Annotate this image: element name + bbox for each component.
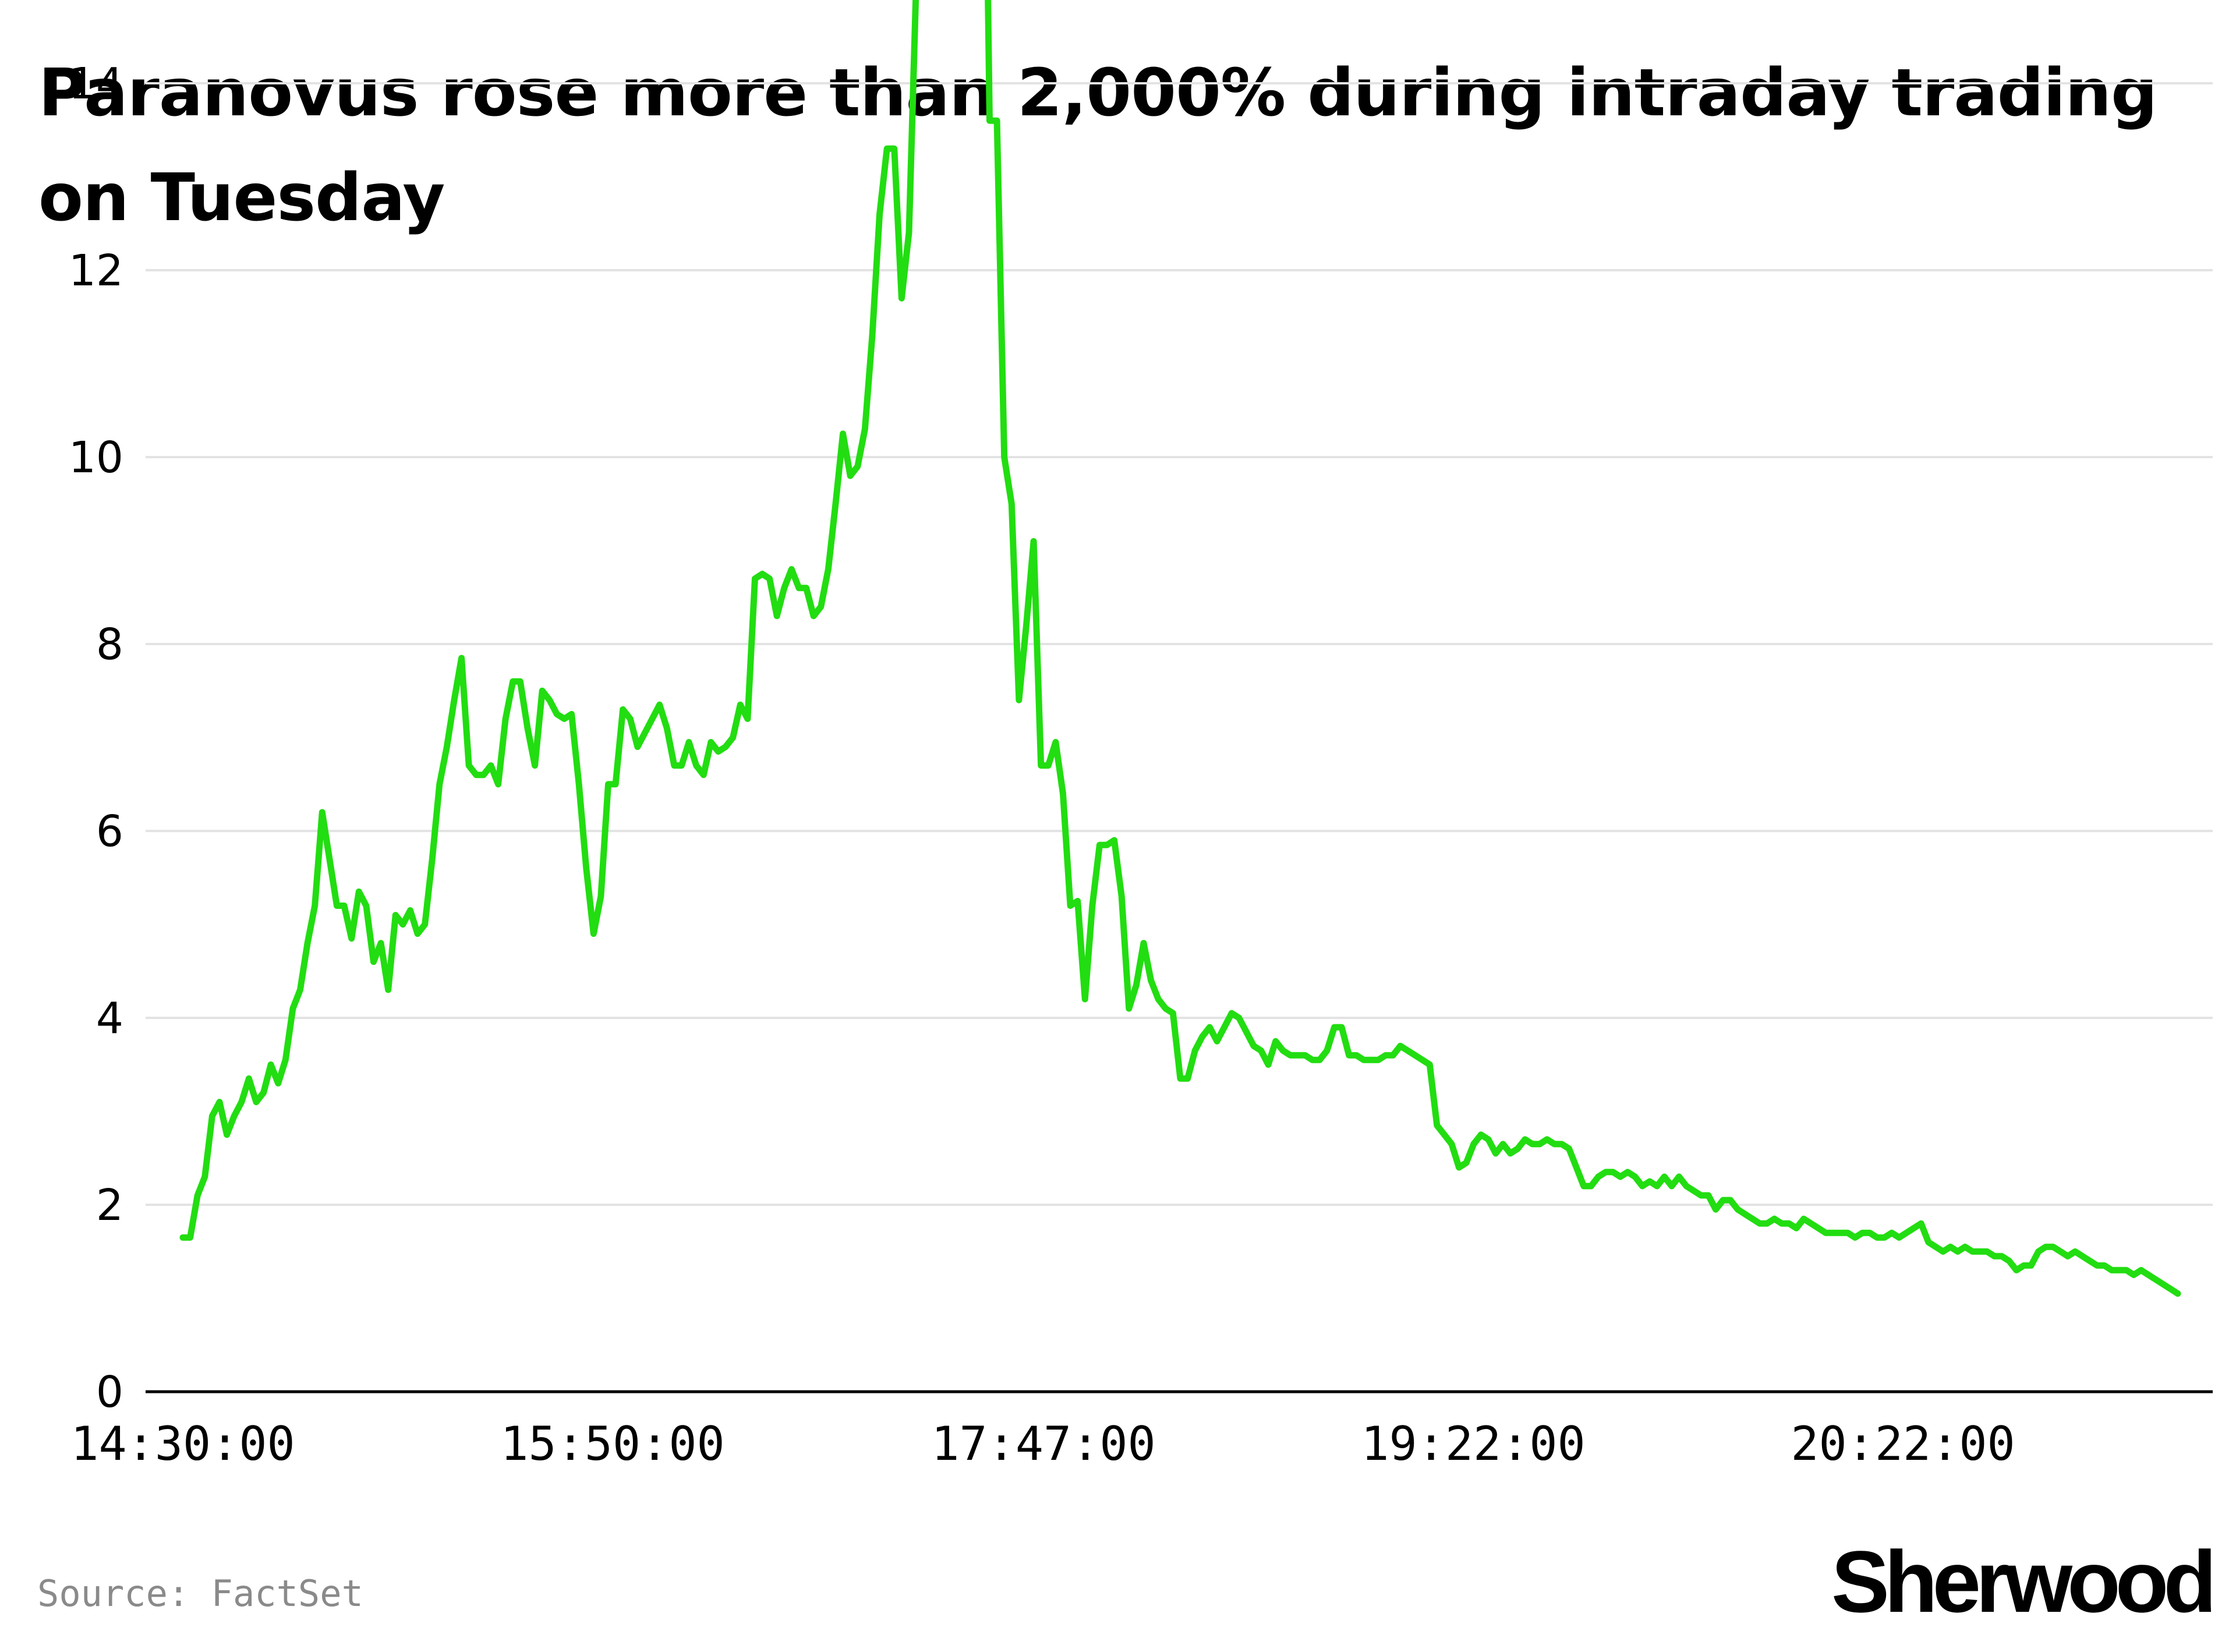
sherwood-logo: Sherwood	[1831, 1533, 2217, 1630]
y-tick-label: 10	[69, 433, 123, 483]
x-tick-label: 17:47:00	[931, 1417, 1155, 1471]
y-axis-tick-labels: 02468101214161820$22	[69, 59, 123, 1417]
price-series-line	[179, 0, 2181, 1297]
y-tick-label: 12	[69, 246, 123, 296]
y-tick-label: 6	[96, 806, 123, 857]
y-tick-label: 0	[96, 1367, 123, 1417]
x-axis-tick-labels: 14:30:00 15:50:00 17:47:00 19:22:00 20:22:00	[70, 1417, 2015, 1471]
y-tick-label: 8	[96, 620, 123, 670]
x-tick-label: 19:22:00	[1361, 1417, 1585, 1471]
x-tick-label: 20:22:00	[1791, 1417, 2015, 1471]
source-note: Source: FactSet	[37, 1572, 363, 1615]
y-tick-label: 14	[69, 59, 123, 109]
x-tick-label: 15:50:00	[500, 1417, 724, 1471]
chart-title: Paranovus rose more than 2,000% during i…	[38, 55, 2157, 236]
y-tick-label: 2	[96, 1180, 123, 1230]
y-tick-label: 4	[96, 993, 123, 1043]
x-tick-label: 14:30:00	[70, 1417, 295, 1471]
gridlines	[146, 82, 2213, 1206]
